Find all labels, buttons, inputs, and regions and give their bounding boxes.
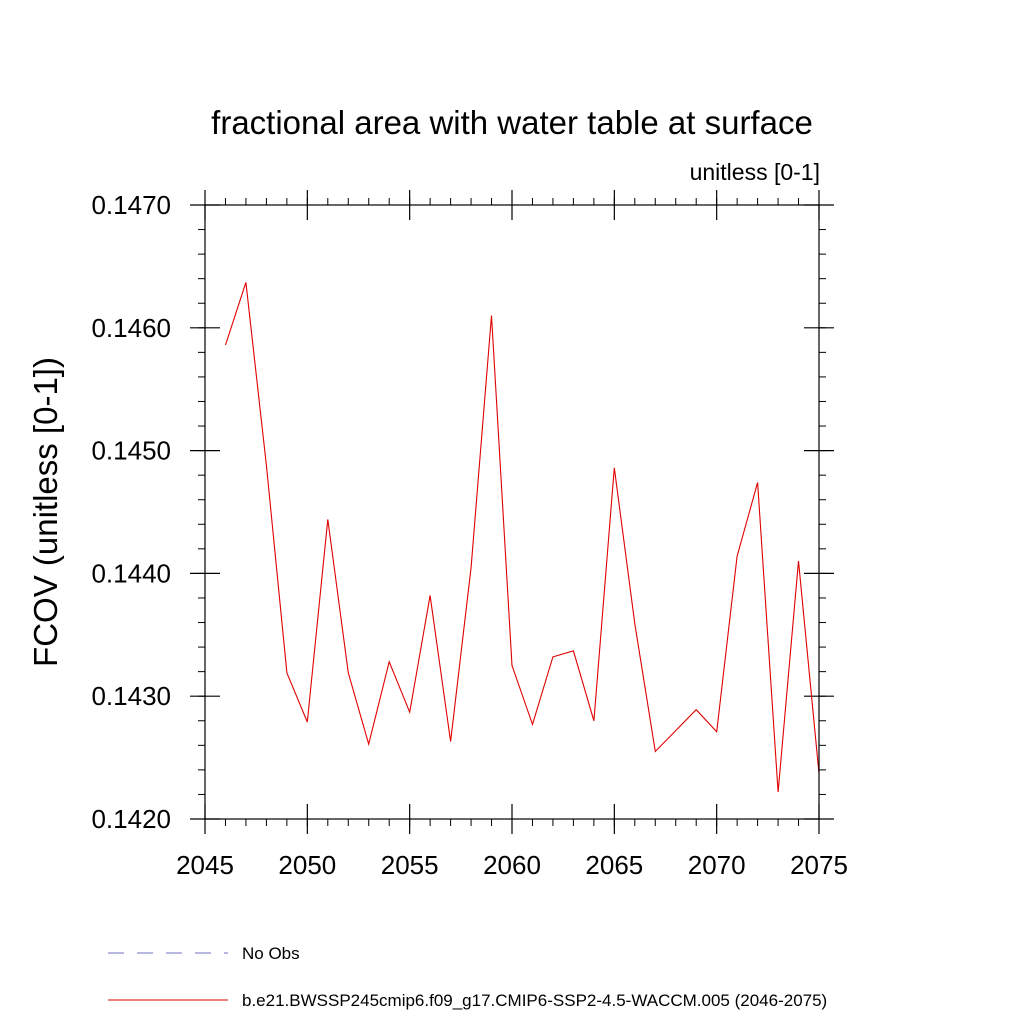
data-point: [736, 555, 739, 558]
data-point: [572, 649, 575, 652]
y-tick-label: 0.1430: [91, 681, 171, 711]
y-tick-label: 0.1450: [91, 436, 171, 466]
data-point: [265, 464, 268, 467]
y-tick-label: 0.1470: [91, 190, 171, 220]
data-point: [531, 723, 534, 726]
x-tick-label: 2055: [381, 850, 439, 880]
data-point: [613, 466, 616, 469]
y-tick-label: 0.1460: [91, 313, 171, 343]
data-point: [777, 790, 780, 793]
data-point: [347, 671, 350, 674]
data-point: [674, 729, 677, 732]
data-point: [388, 660, 391, 663]
data-point: [285, 671, 288, 674]
chart-title: fractional area with water table at surf…: [211, 104, 813, 141]
data-point: [224, 343, 227, 346]
data-point: [429, 594, 432, 597]
x-tick-label: 2050: [278, 850, 336, 880]
legend: No Obs b.e21.BWSSP245cmip6.f09_g17.CMIP6-…: [108, 944, 827, 1010]
y-tick-label: 0.1420: [91, 804, 171, 834]
data-point: [592, 719, 595, 722]
data-point: [244, 281, 247, 284]
data-point: [715, 730, 718, 733]
data-point: [470, 566, 473, 569]
x-tick-label: 2065: [585, 850, 643, 880]
data-point: [408, 711, 411, 714]
data-point: [551, 655, 554, 658]
y-tick-label: 0.1440: [91, 558, 171, 588]
data-point: [797, 560, 800, 563]
x-tick-label: 2075: [790, 850, 848, 880]
plot-frame: [204, 204, 820, 820]
data-point: [511, 664, 514, 667]
data-point: [490, 314, 493, 317]
data-point: [367, 743, 370, 746]
series-line: [224, 282, 820, 793]
legend-label: No Obs: [242, 944, 300, 963]
data-point: [654, 750, 657, 753]
axis-ticks: 2045 2050 2055 2060 2065 2070 2075 0.1420 0.1430…: [91, 190, 848, 880]
data-point: [306, 720, 309, 723]
data-point: [326, 518, 329, 521]
data-point: [633, 622, 636, 625]
x-tick-label: 2045: [176, 850, 234, 880]
units-label: unitless [0-1]: [690, 159, 820, 185]
data-point: [756, 481, 759, 484]
series-group: [224, 281, 820, 793]
data-point: [695, 708, 698, 711]
data-point: [449, 740, 452, 743]
x-tick-label: 2060: [483, 850, 541, 880]
legend-label: b.e21.BWSSP245cmip6.f09_g17.CMIP6-SSP2-4…: [242, 991, 827, 1010]
y-axis-label: FCOV (unitless [0-1]): [27, 357, 64, 667]
x-tick-label: 2070: [688, 850, 746, 880]
